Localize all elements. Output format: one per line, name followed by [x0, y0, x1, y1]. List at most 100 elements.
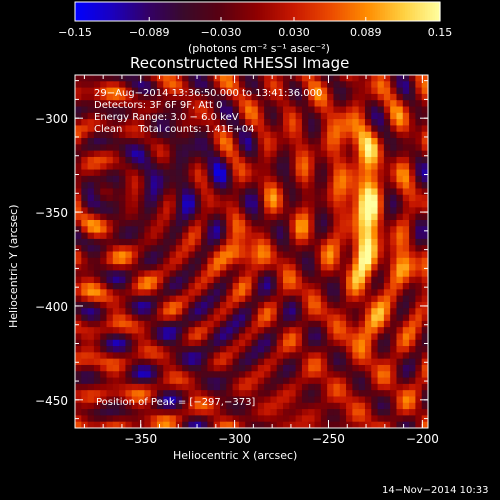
heatmap-cell — [106, 163, 114, 171]
heatmap-cell — [232, 327, 240, 334]
heatmap-cell — [213, 93, 221, 101]
heatmap-cell — [390, 175, 397, 183]
heatmap-cell — [81, 238, 89, 246]
heatmap-cell — [333, 194, 341, 202]
heatmap-cell — [150, 138, 158, 145]
heatmap-cell — [276, 150, 284, 158]
heatmap-cell — [396, 131, 404, 139]
heatmap-cell — [93, 81, 101, 89]
x-tick-label: −250 — [312, 432, 345, 446]
heatmap-cell — [93, 276, 101, 284]
heatmap-cell — [377, 226, 385, 234]
heatmap-cell — [283, 188, 290, 196]
heatmap-cell — [125, 125, 133, 133]
heatmap-cell — [377, 346, 385, 353]
heatmap-cell — [112, 207, 120, 215]
heatmap-cell — [150, 257, 158, 265]
colorbar-step — [322, 2, 326, 21]
heatmap-cell — [364, 289, 372, 297]
heatmap-cell — [207, 163, 215, 171]
heatmap-cell — [156, 371, 164, 379]
heatmap-cell — [421, 364, 429, 372]
heatmap-cell — [175, 289, 183, 297]
heatmap-cell — [289, 87, 297, 95]
heatmap-cell — [188, 163, 196, 171]
heatmap-cell — [87, 276, 95, 284]
heatmap-cell — [283, 396, 290, 404]
heatmap-cell — [289, 163, 297, 171]
heatmap-cell — [201, 358, 208, 366]
heatmap-cell — [100, 125, 108, 133]
heatmap-cell — [314, 144, 322, 152]
heatmap-cell — [150, 87, 158, 95]
colorbar-step — [140, 2, 144, 21]
heatmap-cell — [295, 339, 303, 347]
heatmap-cell — [163, 194, 171, 202]
heatmap-cell — [150, 112, 158, 120]
heatmap-cell — [156, 314, 164, 322]
heatmap-cell — [150, 131, 158, 139]
heatmap-cell — [156, 377, 164, 385]
heatmap-cell — [150, 226, 158, 234]
heatmap-cell — [156, 390, 164, 397]
heatmap-cell — [396, 276, 404, 284]
heatmap-cell — [238, 320, 246, 328]
heatmap-cell — [138, 131, 145, 139]
heatmap-cell — [371, 364, 379, 372]
heatmap-cell — [169, 182, 177, 189]
heatmap-cell — [327, 232, 334, 240]
heatmap-cell — [264, 371, 271, 379]
heatmap-cell — [264, 320, 271, 328]
heatmap-cell — [415, 232, 423, 240]
heatmap-cell — [245, 308, 252, 316]
heatmap-cell — [352, 175, 360, 183]
heatmap-cell — [415, 346, 423, 353]
heatmap-cell — [175, 100, 183, 108]
heatmap-cell — [289, 295, 297, 303]
heatmap-cell — [201, 169, 208, 177]
heatmap-cell — [320, 213, 328, 221]
heatmap-cell — [163, 81, 171, 89]
heatmap-cell — [119, 81, 126, 89]
heatmap-cell — [245, 257, 252, 265]
heatmap-cell — [169, 207, 177, 215]
heatmap-cell — [100, 352, 108, 360]
heatmap-cell — [377, 119, 385, 126]
colorbar-step — [202, 2, 206, 21]
heatmap-cell — [377, 276, 385, 284]
heatmap-cell — [415, 238, 423, 246]
heatmap-cell — [93, 100, 101, 108]
heatmap-cell — [295, 314, 303, 322]
heatmap-cell — [383, 112, 391, 120]
heatmap-cell — [188, 270, 196, 278]
heatmap-cell — [194, 339, 202, 347]
heatmap-cell — [301, 364, 309, 372]
heatmap-cell — [333, 327, 341, 334]
heatmap-cell — [251, 327, 259, 334]
heatmap-cell — [308, 320, 316, 328]
heatmap-cell — [339, 194, 347, 202]
heatmap-cell — [264, 100, 271, 108]
heatmap-cell — [207, 257, 215, 265]
heatmap-cell — [163, 396, 171, 404]
heatmap-cell — [283, 352, 290, 360]
heatmap-cell — [232, 409, 240, 416]
heatmap-cell — [383, 219, 391, 227]
heatmap-cell — [283, 358, 290, 366]
heatmap-cell — [383, 421, 391, 429]
heatmap-cell — [415, 144, 423, 152]
heatmap-cell — [100, 371, 108, 379]
heatmap-cell — [358, 409, 366, 416]
heatmap-cell — [219, 396, 227, 404]
heatmap-cell — [182, 390, 189, 397]
heatmap-cell — [150, 270, 158, 278]
heatmap-cell — [213, 213, 221, 221]
heatmap-cell — [295, 270, 303, 278]
heatmap-cell — [402, 207, 410, 215]
heatmap-cell — [175, 245, 183, 252]
heatmap-cell — [112, 390, 120, 397]
heatmap-cell — [358, 119, 366, 126]
heatmap-cell — [364, 182, 372, 189]
heatmap-cell — [264, 415, 271, 423]
heatmap-cell — [119, 213, 126, 221]
